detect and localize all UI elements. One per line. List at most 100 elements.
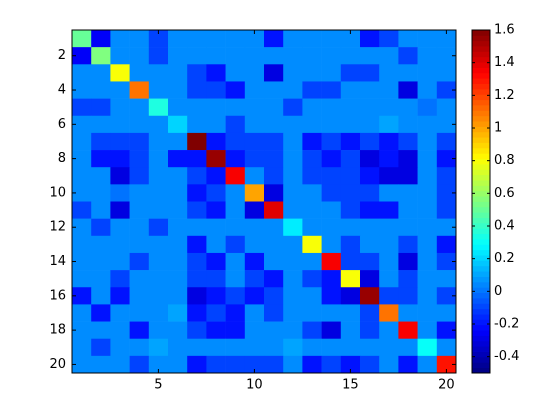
heatmap-cell: [379, 64, 399, 82]
heatmap-cell: [91, 235, 111, 254]
heatmap-cell: [168, 218, 188, 237]
heatmap-cell: [187, 81, 207, 99]
heatmap-cell: [321, 287, 342, 305]
heatmap-cell: [187, 252, 207, 271]
heatmap-cell: [148, 270, 169, 288]
heatmap-cell: [302, 304, 322, 322]
heatmap-cell: [187, 184, 207, 202]
heatmap-cell: [379, 30, 399, 48]
heatmap-cell: [187, 115, 207, 134]
heatmap-cell: [379, 218, 399, 237]
heatmap-cell: [148, 321, 169, 339]
heatmap-cell: [398, 184, 418, 202]
heatmap-cell: [244, 218, 265, 237]
heatmap-cell: [244, 201, 265, 219]
heatmap-cell: [148, 30, 169, 48]
heatmap-cell: [244, 167, 265, 185]
heatmap-cell: [302, 338, 322, 357]
heatmap-cell: [148, 184, 169, 202]
heatmap-cell: [379, 287, 399, 305]
heatmap-cell: [283, 304, 303, 322]
heatmap-cell: [321, 115, 342, 134]
colorbar-swatch: [472, 249, 490, 256]
y-tick-label: 16: [49, 288, 66, 303]
heatmap-cell: [168, 252, 188, 271]
heatmap-cell: [168, 167, 188, 185]
heatmap-cell: [302, 64, 322, 82]
heatmap-cell: [436, 64, 457, 82]
heatmap-cell: [417, 81, 438, 99]
colorbar-swatch: [472, 244, 490, 251]
heatmap-cell: [436, 355, 457, 374]
heatmap-cell: [168, 98, 188, 117]
heatmap-cell: [129, 218, 150, 237]
heatmap-cell: [129, 167, 150, 185]
heatmap-cell: [244, 321, 265, 339]
heatmap-cell: [321, 321, 342, 339]
heatmap-cell: [110, 287, 130, 305]
heatmap-cell: [110, 115, 130, 134]
colorbar-swatch: [472, 94, 490, 101]
heatmap-cell: [360, 338, 380, 357]
heatmap-cell: [436, 235, 457, 254]
heatmap-cell: [225, 287, 246, 305]
heatmap-cell: [417, 355, 438, 374]
heatmap-cell: [379, 150, 399, 168]
heatmap-cell: [129, 287, 150, 305]
heatmap-cell: [110, 321, 130, 339]
heatmap-cell: [417, 132, 438, 151]
x-tick-label: 10: [246, 378, 263, 393]
heatmap-cell: [417, 150, 438, 168]
heatmap-cell: [436, 47, 457, 65]
heatmap-cell: [148, 47, 169, 65]
heatmap-cell: [91, 355, 111, 374]
heatmap-cell: [187, 167, 207, 185]
heatmap-cell: [436, 150, 457, 168]
heatmap-cell: [225, 304, 246, 322]
heatmap-cell: [225, 252, 246, 271]
heatmap-cell: [244, 184, 265, 202]
heatmap-cell: [225, 201, 246, 219]
heatmap-cell: [283, 150, 303, 168]
heatmap-cell: [187, 321, 207, 339]
heatmap-cell: [360, 218, 380, 237]
x-tick-label: 20: [438, 378, 455, 393]
heatmap-cell: [321, 218, 342, 237]
colorbar-tick-label: 1.2: [494, 88, 515, 103]
heatmap-cell: [264, 98, 284, 117]
heatmap-cell: [321, 201, 342, 219]
heatmap-cell: [129, 132, 150, 151]
heatmap-cell: [283, 167, 303, 185]
heatmap-cell: [206, 270, 226, 288]
heatmap-cell: [417, 304, 438, 322]
heatmap-cell: [72, 184, 92, 202]
heatmap-cell: [340, 270, 361, 288]
heatmap-cell: [264, 270, 284, 288]
heatmap-cell: [91, 30, 111, 48]
heatmap-cell: [91, 47, 111, 65]
heatmap-cell: [72, 167, 92, 185]
heatmap-cell: [168, 47, 188, 65]
heatmap-cell: [398, 287, 418, 305]
heatmap-cell: [148, 167, 169, 185]
heatmap-cell: [206, 235, 226, 254]
heatmap-cell: [110, 201, 130, 219]
heatmap-cell: [206, 201, 226, 219]
heatmap-cell: [110, 81, 130, 99]
heatmap-cell: [436, 338, 457, 357]
heatmap-cell: [148, 287, 169, 305]
heatmap-cell: [340, 218, 361, 237]
heatmap-cell: [283, 321, 303, 339]
heatmap-cell: [321, 132, 342, 151]
y-tick-label: 12: [49, 220, 66, 235]
colorbar-tick-label: 1: [494, 121, 502, 136]
colorbar-swatch: [472, 190, 490, 197]
heatmap-cell: [283, 218, 303, 237]
heatmap-cell: [129, 252, 150, 271]
heatmap-cell: [148, 81, 169, 99]
heatmap-cell: [168, 287, 188, 305]
heatmap-cell: [129, 304, 150, 322]
heatmap-cell: [302, 218, 322, 237]
heatmap-cell: [225, 235, 246, 254]
heatmap-cell: [187, 30, 207, 48]
